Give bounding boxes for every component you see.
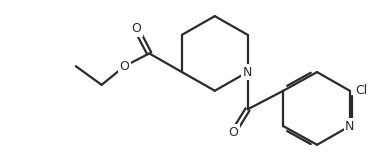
Text: N: N	[345, 120, 355, 133]
Text: O: O	[131, 22, 141, 35]
Text: N: N	[243, 66, 252, 79]
Text: O: O	[120, 60, 129, 73]
Text: Cl: Cl	[356, 84, 368, 97]
Text: O: O	[229, 126, 239, 139]
